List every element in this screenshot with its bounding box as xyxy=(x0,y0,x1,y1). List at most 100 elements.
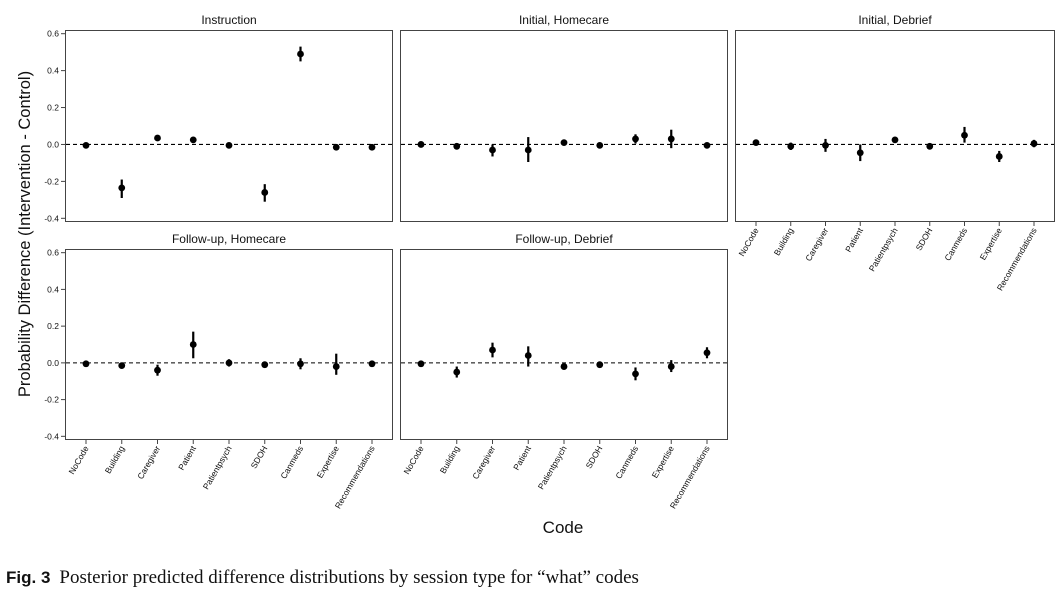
point-building xyxy=(118,362,126,370)
x-tick-label: Patient xyxy=(843,225,865,253)
x-tick-label: Patientpsych xyxy=(867,226,900,273)
x-tick-label: NoCode xyxy=(736,226,760,258)
x-tick-label: Caregiver xyxy=(135,444,162,481)
caption-text: Posterior predicted difference distribut… xyxy=(59,567,639,588)
point-patient xyxy=(524,146,532,154)
point-recommendations xyxy=(1030,140,1038,147)
panel-strip xyxy=(65,230,393,248)
point-nocode xyxy=(82,141,90,149)
point-sdoh xyxy=(596,141,604,149)
panel-title: Follow-up, Debrief xyxy=(515,232,613,246)
x-tick-label: Building xyxy=(103,444,127,475)
point-patientpsych xyxy=(891,136,899,144)
point-nocode xyxy=(417,360,425,368)
panel-title: Follow-up, Homecare xyxy=(172,232,286,246)
panel-title: Initial, Homecare xyxy=(519,13,609,27)
x-tick-label: NoCode xyxy=(66,444,90,476)
y-tick-label: 0.6 xyxy=(47,248,59,258)
panel-frame xyxy=(65,249,393,440)
x-tick-label: Patientpsych xyxy=(536,444,569,491)
x-tick-label: SDOH xyxy=(584,444,605,470)
panel-5: Follow-up, Debrief NoCode Building Caregive… xyxy=(400,230,728,510)
point-expertise xyxy=(667,363,675,370)
x-tick-label: Building xyxy=(772,226,796,257)
point-canmeds xyxy=(297,360,304,368)
point-patientpsych xyxy=(560,139,568,147)
y-tick-label: 0.6 xyxy=(47,29,59,39)
point-recommendations xyxy=(703,141,711,149)
y-tick-label: -0.2 xyxy=(44,176,59,186)
point-expertise xyxy=(667,135,675,143)
panel-strip xyxy=(65,11,393,29)
point-recommendations xyxy=(368,360,376,368)
y-tick-label: 0.4 xyxy=(47,66,59,76)
point-patient xyxy=(189,136,197,144)
point-expertise xyxy=(332,143,340,151)
x-tick-label: Caregiver xyxy=(803,226,830,263)
x-tick-label: Canmeds xyxy=(942,226,969,263)
x-tick-label: Building xyxy=(438,444,462,475)
point-caregiver xyxy=(489,146,496,154)
x-tick-label: Expertise xyxy=(978,226,1005,262)
panel-frame xyxy=(65,30,393,222)
panels: Instruction 0.6 0.4 0.2 0.0 -0.2 -0.4 Initial, … xyxy=(44,11,1055,510)
panel-frame xyxy=(400,249,728,440)
panel-1: Instruction 0.6 0.4 0.2 0.0 -0.2 -0.4 xyxy=(44,11,393,223)
point-canmeds xyxy=(632,135,639,143)
point-building xyxy=(453,142,461,150)
x-tick-label: Patient xyxy=(511,443,533,471)
panel-2: Initial, Homecare xyxy=(400,11,728,222)
point-sdoh xyxy=(261,189,269,196)
x-tick-label: Recommendations xyxy=(668,444,712,510)
caption-label: Fig. 3 xyxy=(6,568,51,587)
point-canmeds xyxy=(632,370,639,378)
point-canmeds xyxy=(297,50,304,58)
point-patient xyxy=(524,352,532,359)
point-caregiver xyxy=(154,134,161,142)
point-patientpsych xyxy=(225,141,233,149)
point-building xyxy=(118,184,126,192)
panel-4: Follow-up, Homecare 0.6 0.4 0.2 0.0 -0.2 -0.4 N… xyxy=(44,230,393,510)
x-tick-label: Canmeds xyxy=(613,444,640,481)
panel-strip xyxy=(735,11,1055,29)
y-tick-label: 0.2 xyxy=(47,321,59,331)
y-tick-label: -0.4 xyxy=(44,431,59,441)
point-caregiver xyxy=(489,346,496,354)
point-patient xyxy=(856,149,864,157)
point-nocode xyxy=(417,141,425,148)
point-patientpsych xyxy=(560,363,568,370)
point-building xyxy=(787,142,795,150)
figure-caption: Fig. 3 Posterior predicted difference dis… xyxy=(6,567,1056,589)
panel-title: Instruction xyxy=(201,13,256,27)
x-tick-label: Patient xyxy=(176,443,198,471)
point-expertise xyxy=(332,363,340,370)
point-nocode xyxy=(752,139,760,147)
point-sdoh xyxy=(926,142,934,150)
x-tick-label: Patientpsych xyxy=(201,444,234,491)
panel-title: Initial, Debrief xyxy=(858,13,932,27)
point-recommendations xyxy=(368,143,376,151)
point-canmeds xyxy=(961,131,968,139)
panel-strip xyxy=(400,11,728,29)
x-tick-label: Expertise xyxy=(650,444,677,480)
point-building xyxy=(453,368,461,376)
panel-frame xyxy=(400,30,728,222)
panel-3: Initial, Debrief NoCode Building Caregiver P… xyxy=(735,11,1055,292)
y-axis-title: Probability Difference (Intervention - C… xyxy=(16,71,34,397)
x-tick-label: NoCode xyxy=(401,444,425,476)
y-tick-label: 0.2 xyxy=(47,103,59,113)
x-tick-label: SDOH xyxy=(249,444,270,470)
panel-frame xyxy=(735,30,1055,222)
x-tick-label: Recommendations xyxy=(995,226,1039,292)
point-recommendations xyxy=(703,349,711,357)
y-tick-label: 0.0 xyxy=(47,358,59,368)
x-tick-label: Canmeds xyxy=(278,444,305,481)
point-nocode xyxy=(82,360,90,368)
x-tick-label: SDOH xyxy=(914,226,935,252)
point-sdoh xyxy=(261,361,269,369)
y-tick-label: 0.0 xyxy=(47,139,59,149)
y-tick-label: -0.4 xyxy=(44,213,59,223)
point-caregiver xyxy=(822,141,829,149)
y-tick-label: 0.4 xyxy=(47,284,59,294)
